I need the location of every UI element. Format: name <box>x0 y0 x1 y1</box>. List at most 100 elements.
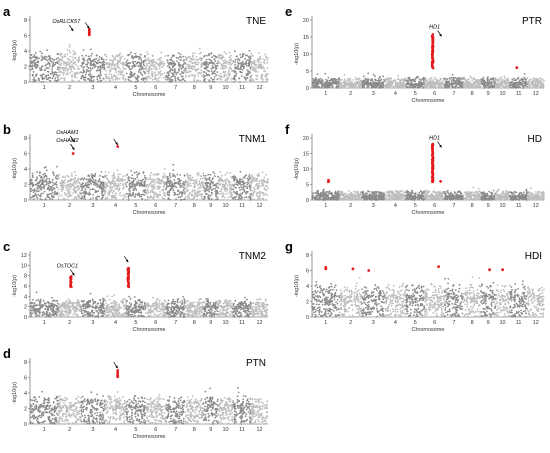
snp-point <box>113 67 116 69</box>
snp-point <box>189 174 192 177</box>
snp-point <box>228 187 231 190</box>
snp-point <box>59 69 62 71</box>
snp-point <box>155 303 158 306</box>
snp-point <box>97 66 99 69</box>
snp-point <box>99 174 101 177</box>
y-tick-label: 2 <box>24 183 27 189</box>
snp-point <box>148 304 150 307</box>
snp-point <box>211 64 214 67</box>
snp-point <box>76 80 78 83</box>
snp-point <box>33 79 36 81</box>
snp-point <box>36 171 38 174</box>
snp-point <box>62 67 64 70</box>
snp-point <box>163 182 166 185</box>
snp-point <box>101 309 103 312</box>
snp-point <box>263 304 266 306</box>
snp-point <box>253 190 256 193</box>
snp-point <box>179 182 182 185</box>
snp-point <box>80 306 83 308</box>
snp-point <box>264 192 267 195</box>
snp-point <box>76 179 78 182</box>
snp-point <box>53 58 56 61</box>
snp-point <box>128 306 130 309</box>
snp-point <box>54 190 56 193</box>
snp-point <box>141 198 144 200</box>
snp-point <box>162 305 165 307</box>
snp-point <box>55 80 58 83</box>
snp-point <box>72 313 75 316</box>
snp-point <box>166 76 169 79</box>
snp-point <box>234 61 236 63</box>
snp-point <box>139 53 142 56</box>
snp-point <box>60 194 63 197</box>
snp-point <box>83 314 85 317</box>
snp-point <box>176 173 179 176</box>
snp-point <box>68 306 70 308</box>
snp-point <box>81 65 83 68</box>
snp-point <box>167 309 170 312</box>
snp-point <box>167 302 170 305</box>
snp-point <box>44 411 47 413</box>
snp-point <box>104 311 107 313</box>
snp-point <box>242 308 245 310</box>
snp-point <box>109 190 112 193</box>
snp-point <box>63 79 66 81</box>
snp-point <box>258 182 260 185</box>
snp-point <box>236 190 238 193</box>
snp-point <box>245 192 248 195</box>
snp-point <box>197 304 199 307</box>
snp-point <box>231 70 233 73</box>
snp-point <box>137 314 140 317</box>
snp-point <box>119 52 122 55</box>
snp-point <box>66 198 69 201</box>
snp-point <box>132 315 135 318</box>
significant-snps <box>71 145 120 155</box>
snp-point <box>115 198 117 201</box>
snp-point <box>104 191 107 194</box>
snp-point <box>91 175 93 178</box>
snp-point <box>152 198 155 201</box>
snp-point <box>263 176 266 179</box>
snp-point <box>46 181 48 184</box>
snp-point <box>226 178 228 181</box>
snp-point <box>266 67 269 69</box>
snp-point <box>65 315 68 318</box>
snp-point <box>160 56 162 59</box>
snp-point <box>146 64 148 67</box>
snp-point <box>215 189 217 192</box>
snp-point <box>122 74 125 77</box>
snp-point <box>220 191 223 193</box>
snp-point <box>263 67 266 70</box>
snp-point <box>224 188 226 191</box>
snp-point <box>224 183 227 186</box>
snp-point <box>162 315 165 318</box>
snp-point <box>152 315 155 318</box>
snp-point <box>193 79 196 82</box>
snp-point <box>212 301 215 304</box>
snp-point <box>162 63 165 66</box>
snp-point <box>265 311 268 314</box>
snp-point <box>234 299 237 302</box>
snp-point <box>240 75 243 77</box>
snp-point <box>149 77 152 79</box>
snp-point <box>103 67 106 70</box>
snp-point <box>127 78 130 81</box>
snp-point <box>220 193 223 196</box>
snp-point <box>72 53 75 56</box>
snp-point <box>55 71 58 74</box>
snp-point <box>223 72 226 74</box>
snp-point <box>149 307 152 310</box>
snp-point <box>173 63 176 66</box>
snp-point <box>46 314 49 317</box>
snp-point <box>244 63 247 65</box>
snp-point <box>256 177 259 180</box>
snp-point <box>197 172 200 175</box>
snp-point <box>255 65 257 68</box>
snp-point <box>137 65 140 68</box>
snp-point <box>187 175 190 178</box>
snp-point <box>169 71 172 73</box>
snp-point <box>244 77 247 80</box>
snp-point <box>96 54 98 56</box>
snp-point <box>205 54 208 57</box>
snp-point <box>237 307 240 310</box>
